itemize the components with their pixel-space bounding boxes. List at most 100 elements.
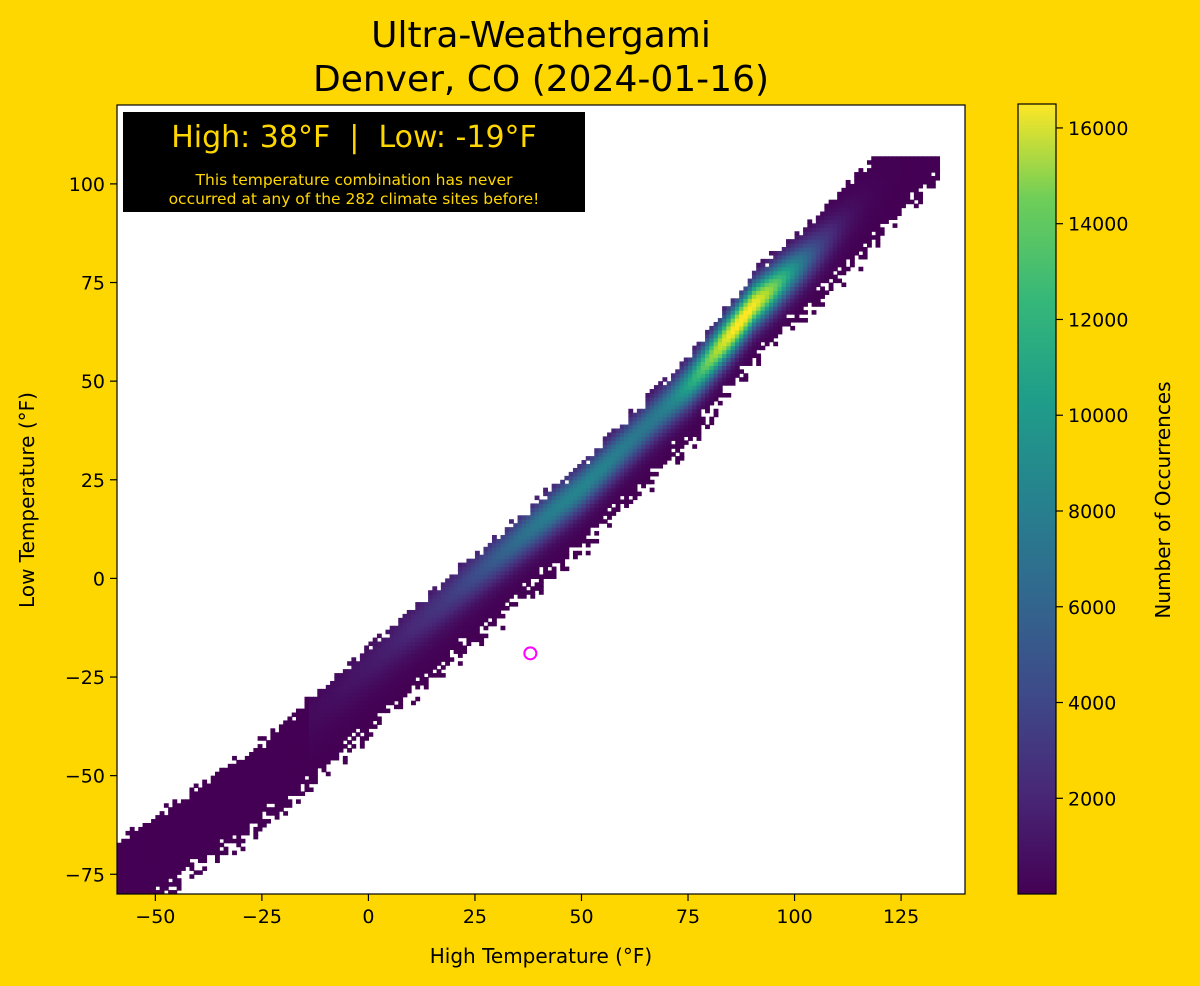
heatmap-cell (479, 602, 485, 607)
heatmap-cell (726, 329, 732, 335)
heatmap-cell (295, 712, 301, 718)
heatmap-cell (359, 720, 365, 725)
heatmap-cell (666, 396, 672, 402)
heatmap-cell (496, 582, 502, 587)
heatmap-cell (905, 172, 911, 177)
heatmap-cell (845, 207, 851, 213)
heatmap-cell (530, 570, 536, 576)
heatmap-cell (253, 787, 259, 793)
heatmap-cell (628, 412, 634, 418)
heatmap-cell (457, 661, 463, 666)
heatmap-cell (670, 389, 676, 394)
heatmap-cell (500, 546, 506, 552)
heatmap-cell (368, 669, 374, 674)
heatmap-cell (138, 886, 144, 891)
heatmap-cell (756, 294, 762, 299)
heatmap-cell (440, 653, 446, 658)
heatmap-cell (815, 266, 821, 272)
heatmap-cell (743, 286, 749, 292)
heatmap-cell (918, 168, 923, 173)
heatmap-cell (739, 357, 745, 363)
heatmap-cell (781, 294, 787, 299)
heatmap-cell (636, 471, 642, 477)
heatmap-cell (334, 755, 340, 761)
heatmap-cell (189, 846, 195, 852)
heatmap-cell (172, 822, 178, 828)
heatmap-cell (168, 866, 173, 871)
heatmap-cell (560, 519, 566, 524)
heatmap-cell (415, 641, 421, 647)
heatmap-cell (913, 203, 919, 209)
heatmap-cell (653, 404, 659, 410)
heatmap-cell (274, 807, 280, 812)
heatmap-cell (551, 511, 557, 516)
heatmap-cell (666, 424, 672, 430)
heatmap-cell (820, 211, 825, 217)
heatmap-cell (257, 799, 263, 804)
heatmap-cell (794, 250, 800, 256)
heatmap-cell (287, 783, 293, 789)
heatmap-cell (568, 531, 574, 536)
heatmap-cell (274, 799, 280, 804)
heatmap-cell (607, 511, 612, 516)
heatmap-cell (730, 357, 736, 363)
heatmap-cell (713, 345, 719, 351)
heatmap-cell (743, 345, 749, 351)
heatmap-cell (278, 779, 284, 785)
heatmap-cell (935, 172, 941, 177)
heatmap-cell (180, 811, 186, 816)
heatmap-cell (261, 736, 267, 741)
heatmap-cell (470, 590, 476, 595)
heatmap-cell (257, 795, 263, 800)
heatmap-cell (270, 811, 276, 816)
heatmap-cell (457, 629, 463, 635)
heatmap-cell (594, 531, 600, 536)
heatmap-cell (619, 499, 625, 505)
heatmap-cell (457, 562, 463, 568)
heatmap-cell (624, 471, 629, 477)
heatmap-cell (607, 467, 612, 473)
heatmap-cell (585, 542, 591, 548)
heatmap-cell (734, 341, 740, 347)
heatmap-cell (411, 680, 416, 686)
heatmap-cell (453, 594, 459, 599)
heatmap-cell (666, 444, 672, 449)
heatmap-cell (359, 661, 365, 666)
heatmap-cell (491, 546, 497, 552)
heatmap-cell (811, 282, 817, 288)
heatmap-cell (585, 456, 591, 461)
heatmap-cell (308, 728, 314, 733)
heatmap-cell (168, 890, 173, 894)
heatmap-cell (811, 254, 817, 260)
heatmap-cell (862, 199, 868, 205)
heatmap-cell (909, 199, 915, 205)
heatmap-cell (206, 803, 212, 808)
heatmap-cell (125, 846, 131, 852)
heatmap-cell (790, 310, 796, 315)
heatmap-cell (705, 369, 710, 374)
heatmap-cell (270, 751, 276, 757)
heatmap-cell (376, 677, 382, 682)
heatmap-cell (896, 203, 902, 209)
heatmap-cell (611, 448, 617, 453)
heatmap-cell (462, 602, 468, 607)
heatmap-cell (151, 830, 156, 836)
heatmap-cell (849, 247, 855, 252)
heatmap-cell (253, 811, 259, 816)
heatmap-cell (585, 499, 591, 505)
heatmap-cell (189, 807, 195, 812)
heatmap-cell (215, 819, 220, 824)
heatmap-cell (257, 807, 263, 812)
x-tick-label: 125 (883, 906, 919, 928)
heatmap-cell (300, 708, 306, 714)
heatmap-cell (768, 278, 774, 284)
heatmap-cell (419, 677, 425, 682)
heatmap-cell (632, 483, 638, 489)
heatmap-cell (837, 250, 843, 256)
heatmap-cell (696, 396, 702, 402)
heatmap-cell (496, 574, 502, 579)
heatmap-cell (688, 396, 693, 402)
heatmap-cell (432, 641, 438, 647)
heatmap-cell (462, 629, 468, 635)
heatmap-cell (125, 858, 131, 864)
